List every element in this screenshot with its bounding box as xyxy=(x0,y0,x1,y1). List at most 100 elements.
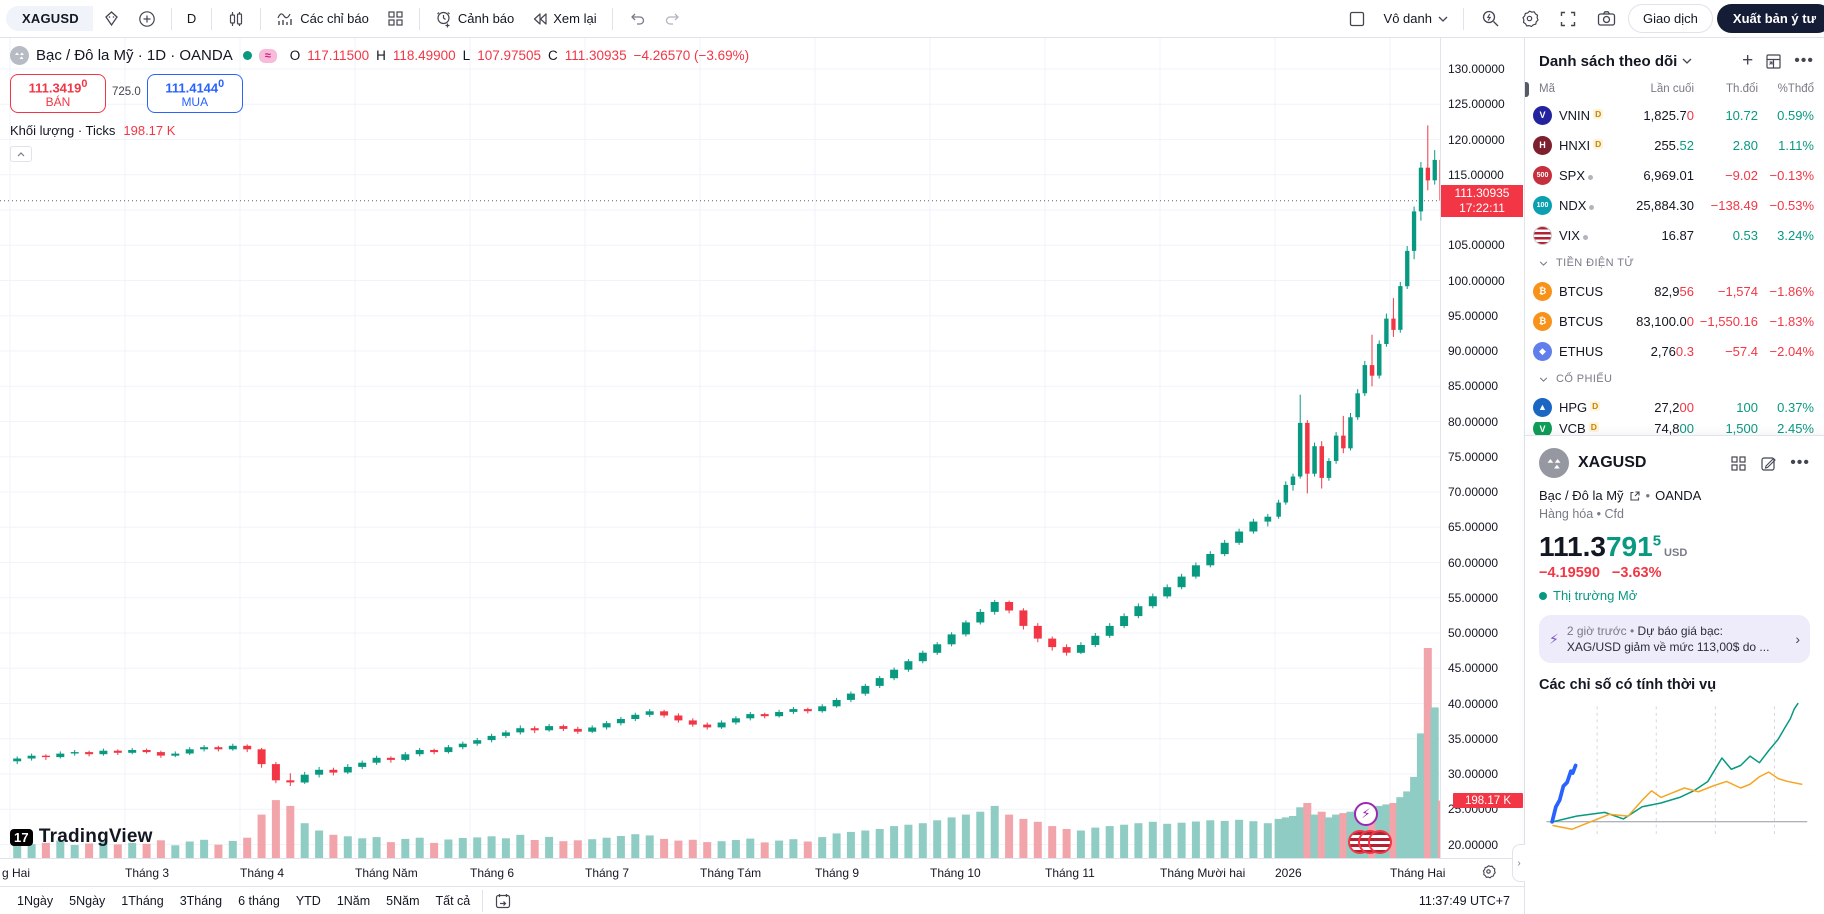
buy-button[interactable]: 111.41440 MUA xyxy=(146,74,243,114)
change-percent: −0.53% xyxy=(1769,197,1814,213)
watchlist-row[interactable]: ₿ BTCUS 83,100.00 −1,550.16 −1.83% xyxy=(1525,306,1824,336)
price-tick: 100.00000 xyxy=(1448,273,1505,288)
range-button[interactable]: 5Ngày xyxy=(69,893,106,908)
column-change-pct[interactable]: %Thđổ xyxy=(1777,83,1814,95)
scroll-indicator[interactable] xyxy=(1525,82,1529,97)
range-button[interactable]: 3Tháng xyxy=(179,893,223,908)
range-button[interactable]: 6 tháng xyxy=(238,893,280,908)
range-button[interactable]: 5Năm xyxy=(386,893,420,908)
symbol-search-button[interactable]: XAGUSD xyxy=(6,6,93,31)
symbol-title[interactable]: Bạc / Đô la Mỹ · 1D · OANDA xyxy=(36,47,233,64)
chart-style-icon[interactable] xyxy=(219,6,253,32)
change-percent: −1.83% xyxy=(1769,313,1814,329)
price-axis[interactable]: 111.30935 17:22:11 198.17 K 130.00000 125… xyxy=(1440,38,1524,858)
watchlist-grid-icon[interactable] xyxy=(1765,53,1782,70)
watchlist-row[interactable]: V VCB D 74,800 1,500 2.45% xyxy=(1525,422,1824,435)
column-symbol[interactable]: Mã xyxy=(1539,83,1555,95)
publish-idea-button[interactable]: Xuất bản ý tư xyxy=(1716,4,1824,33)
add-symbol-icon[interactable]: + xyxy=(1742,50,1754,71)
price-tick: 115.00000 xyxy=(1448,167,1504,182)
idea-wave-icon[interactable]: ≈ xyxy=(258,48,277,63)
change-percent: −2.04% xyxy=(1769,343,1814,359)
tradingview-logo[interactable]: 17 TradingView xyxy=(10,826,153,848)
trade-button[interactable]: Giao dịch xyxy=(1627,4,1713,33)
change-percent: 1.11% xyxy=(1778,137,1814,153)
goto-date-icon[interactable] xyxy=(488,890,518,912)
events-lightning-icon[interactable]: ⚡ xyxy=(1354,802,1378,826)
watchlist-row[interactable]: V VNIN D 1,825.70 10.72 0.59% xyxy=(1525,100,1824,130)
watchlist-more-icon[interactable]: ••• xyxy=(1794,52,1814,69)
volume-legend[interactable]: Khối lượng · Ticks 198.17 K xyxy=(10,123,749,138)
watchlist-section[interactable]: TIỀN ĐIỆN TỬ xyxy=(1525,250,1824,276)
symbol-description[interactable]: Bạc / Đô la Mỹ xyxy=(1539,488,1624,503)
sell-button[interactable]: 111.34190 BÁN xyxy=(10,74,106,114)
flag-symbol-icon[interactable] xyxy=(95,6,128,31)
symbol-ticker: BTCUS xyxy=(1559,283,1604,299)
watchlist-title-menu[interactable]: Danh sách theo dõi xyxy=(1539,53,1692,70)
price-tick: 40.00000 xyxy=(1448,696,1499,711)
undo-icon[interactable] xyxy=(620,8,654,30)
camera-snapshot-icon[interactable] xyxy=(1589,6,1624,31)
indicator-templates-icon[interactable] xyxy=(379,6,412,31)
time-axis[interactable]: g Hai Tháng 3 Tháng 4 Tháng Năm Tháng 6 Tháng… xyxy=(0,858,1524,886)
range-button[interactable]: YTD xyxy=(295,893,321,908)
price-tick: 60.00000 xyxy=(1448,555,1499,570)
watchlist-row[interactable]: 100 NDX 25,884.30 −138.49 −0.53% xyxy=(1525,190,1824,220)
watchlist-row[interactable]: 500 SPX 6,969.01 −9.02 −0.13% xyxy=(1525,160,1824,190)
watchlist-row[interactable]: ₿ BTCUS 82,956 −1,574 −1.86% xyxy=(1525,276,1824,306)
panel-grid-icon[interactable] xyxy=(1730,455,1747,472)
watchlist-row[interactable]: ▲ HPG D 27,200 100 0.37% xyxy=(1525,392,1824,422)
legend-collapse-button[interactable] xyxy=(10,146,32,163)
change-percent: −1.86% xyxy=(1769,283,1814,299)
watchlist-row[interactable]: VIX 16.87 0.53 3.24% xyxy=(1525,220,1824,250)
watchlist-row[interactable]: H HNXI D 255.52 2.80 1.11% xyxy=(1525,130,1824,160)
time-tick: Tháng 4 xyxy=(240,866,285,880)
range-button[interactable]: Tất cả xyxy=(435,893,471,908)
indicators-button[interactable]: Các chỉ báo xyxy=(268,6,377,31)
range-button[interactable]: 1Ngày xyxy=(17,893,54,908)
interval-button[interactable]: D xyxy=(186,11,197,26)
server-clock[interactable]: 11:37:49 UTC+7 xyxy=(1418,893,1510,908)
price-tick: 80.00000 xyxy=(1448,414,1499,429)
watchlist-rows: V VNIN D 1,825.70 10.72 0.59% H HNXI D 255.52 2.80… xyxy=(1525,100,1824,435)
layout-icon[interactable] xyxy=(1340,6,1374,32)
layout-name-menu[interactable]: Vô danh xyxy=(1378,7,1454,30)
axis-settings-gear-icon[interactable] xyxy=(1481,864,1496,879)
compose-note-icon[interactable] xyxy=(1760,455,1777,472)
quick-search-icon[interactable] xyxy=(1473,5,1508,32)
compare-add-icon[interactable] xyxy=(130,6,164,32)
time-tick: Tháng 6 xyxy=(470,866,515,880)
range-button[interactable]: 1Tháng xyxy=(121,893,164,908)
symbol-logo-icon xyxy=(1533,225,1552,245)
spread-value: 725.0 xyxy=(112,86,141,98)
symbol-change: −4.19590 −3.63% xyxy=(1539,565,1662,581)
price-tick: 125.00000 xyxy=(1448,97,1505,112)
alert-button[interactable]: Cảnh báo xyxy=(427,6,522,32)
fullscreen-icon[interactable] xyxy=(1551,6,1585,32)
symbol-type: Hàng hóa • Cfd xyxy=(1539,507,1624,521)
symbol-ticker: VNIN D xyxy=(1559,107,1604,123)
daily-badge: D xyxy=(1593,108,1604,119)
panel-collapse-handle[interactable]: › xyxy=(1512,844,1525,882)
indicators-label: Các chỉ báo xyxy=(300,11,369,26)
economic-events-flags-icon[interactable] xyxy=(1348,830,1392,854)
column-change[interactable]: Th.đổi xyxy=(1726,83,1758,95)
range-button[interactable]: 1Năm xyxy=(336,893,371,908)
symbol-name[interactable]: XAGUSD xyxy=(1578,454,1647,471)
close-value: 111.30935 xyxy=(564,48,627,63)
seasonal-section-title: Các chỉ số có tính thời vụ xyxy=(1539,677,1717,694)
symbol-ticker: ETHUS xyxy=(1559,343,1604,359)
settings-gear-icon[interactable] xyxy=(1512,5,1547,32)
redo-icon[interactable] xyxy=(656,8,690,30)
change-value: 0.53 xyxy=(1732,227,1758,243)
watchlist-section[interactable]: CỔ PHIẾU xyxy=(1525,366,1824,392)
replay-button[interactable]: Xem lại xyxy=(524,7,604,30)
candlestick-chart[interactable]: 17 TradingView ⚡ xyxy=(0,38,1440,858)
watchlist-row[interactable]: ◆ ETHUS 2,760.3 −57.4 −2.04% xyxy=(1525,336,1824,366)
column-last[interactable]: Lần cuối xyxy=(1650,83,1694,95)
panel-more-icon[interactable]: ••• xyxy=(1790,454,1810,471)
news-card[interactable]: ⚡ 2 giờ trước • Dự báo giá bạc: XAG/USD … xyxy=(1539,615,1810,664)
daily-badge: D xyxy=(1590,400,1601,411)
seasonal-mini-chart[interactable] xyxy=(1539,697,1811,849)
external-link-icon[interactable] xyxy=(1629,490,1641,502)
